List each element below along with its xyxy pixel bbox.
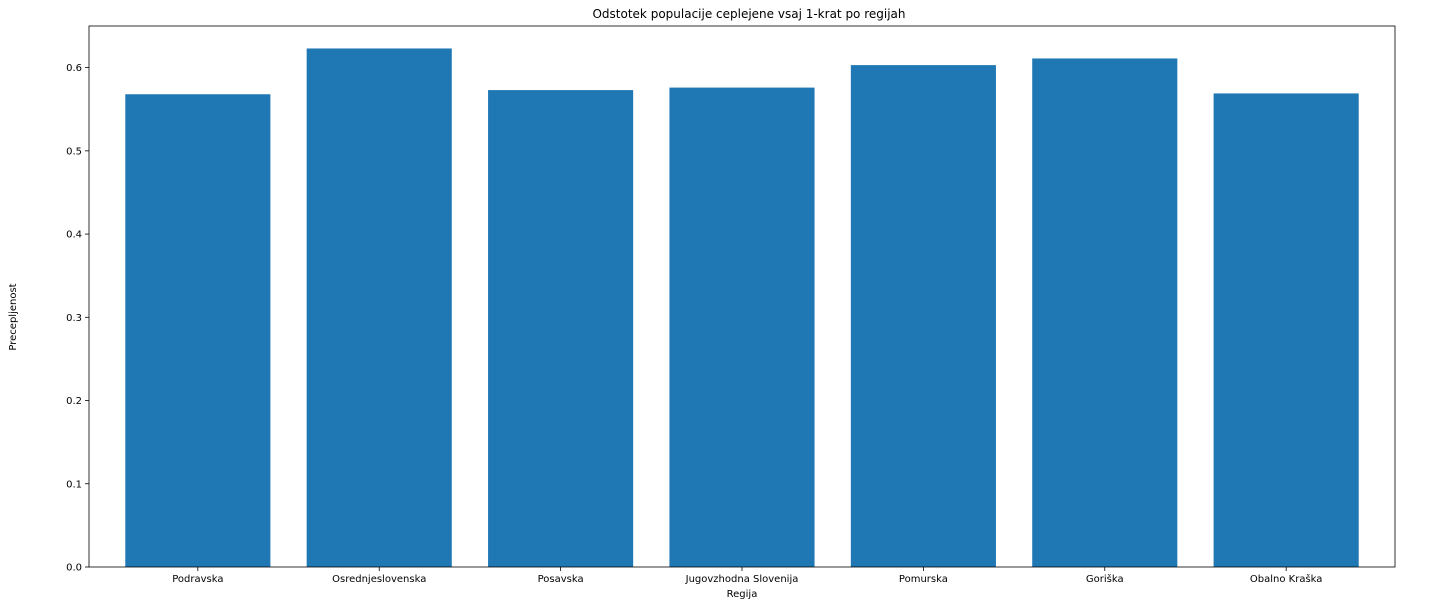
x-tick-label: Goriška <box>1086 573 1124 585</box>
bar-jugovzhodna-slovenija <box>669 87 815 567</box>
bar-osrednjeslovenska <box>306 48 452 568</box>
bar-obalno-kra-ka <box>1213 93 1359 568</box>
y-tick-label: 0.6 <box>66 63 82 74</box>
y-tick-label: 0.0 <box>66 563 82 574</box>
x-tick-label: Podravska <box>172 574 223 585</box>
y-tick-label: 0.2 <box>66 396 82 407</box>
bar-posavska <box>488 90 634 567</box>
x-tick-label: Osrednjeslovenska <box>332 574 426 585</box>
y-tick-label: 0.4 <box>66 230 82 241</box>
x-tick-label: Jugovzhodna Slovenija <box>685 574 799 585</box>
bar-pomurska <box>850 65 996 568</box>
y-tick-label: 0.1 <box>66 479 82 490</box>
bar-gori-ka <box>1032 58 1178 568</box>
x-tick-label: Obalno Kraška <box>1250 573 1323 585</box>
y-tick-label: 0.3 <box>66 313 82 324</box>
bar-podravska <box>125 94 271 567</box>
y-axis-label: Precepljenost <box>8 283 19 350</box>
chart-title: Odstotek populacije ceplejene vsaj 1-kra… <box>592 7 905 21</box>
x-tick-label: Pomurska <box>899 574 948 585</box>
x-axis-label: Regija <box>727 589 758 600</box>
x-tick-label: Posavska <box>538 574 584 585</box>
bars-layer <box>125 48 1359 568</box>
ticks-layer: Podravska Osrednjeslovenska Posavska Jugovz… <box>66 63 1322 585</box>
y-tick-label: 0.5 <box>66 146 82 157</box>
